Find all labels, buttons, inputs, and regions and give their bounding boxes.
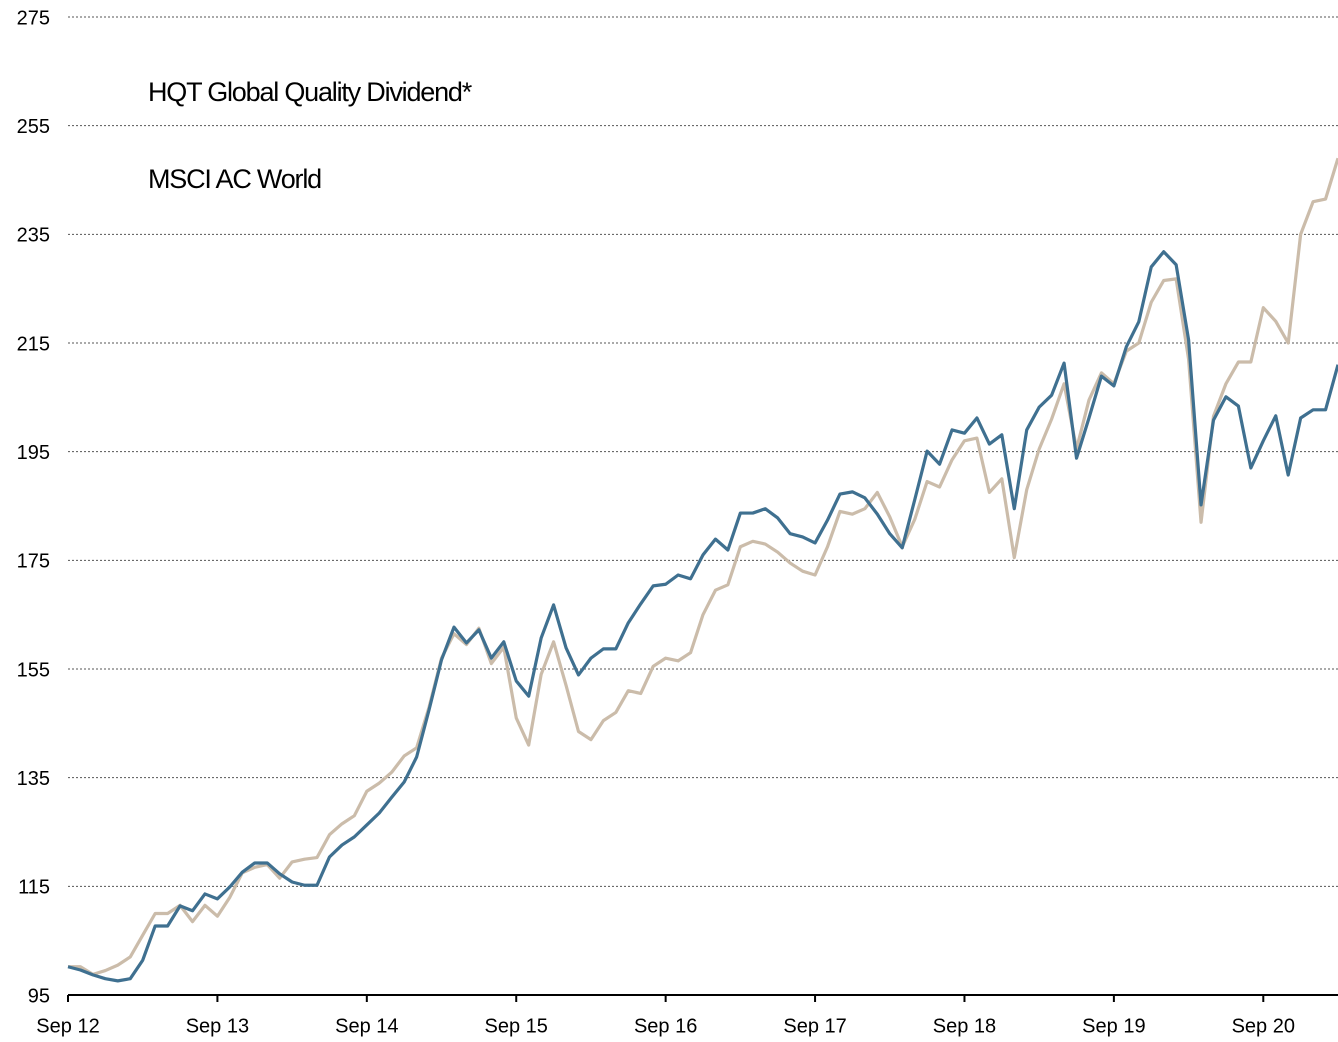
y-tick-label: 275 <box>17 7 50 29</box>
legend-entry: HQT Global Quality Dividend* <box>148 77 473 107</box>
x-tick-label: Sep 16 <box>634 1015 697 1037</box>
y-tick-label: 115 <box>18 877 50 899</box>
data-line <box>67 250 1338 983</box>
y-tick-label: 135 <box>17 768 50 790</box>
x-tick-label: Sep 19 <box>1082 1015 1145 1037</box>
y-tick-label: 235 <box>17 225 50 247</box>
y-tick-label: 95 <box>28 985 50 1007</box>
x-tick-label: Sep 17 <box>783 1015 846 1037</box>
y-tick-label: 195 <box>17 442 50 464</box>
x-tick-label: Sep 18 <box>933 1015 996 1037</box>
x-tick-label: Sep 15 <box>485 1015 548 1037</box>
y-tick-label: 175 <box>17 551 50 573</box>
y-tick-label: 215 <box>17 333 50 355</box>
y-tick-label: 255 <box>17 116 50 138</box>
x-tick-label: Sep 20 <box>1232 1015 1295 1037</box>
legend-entry: MSCI AC World <box>148 164 321 194</box>
x-tick-label: Sep 14 <box>335 1015 398 1037</box>
x-tick-label: Sep 13 <box>186 1015 249 1037</box>
x-tick-label: Sep 12 <box>36 1015 99 1037</box>
y-tick-label: 155 <box>17 659 50 681</box>
